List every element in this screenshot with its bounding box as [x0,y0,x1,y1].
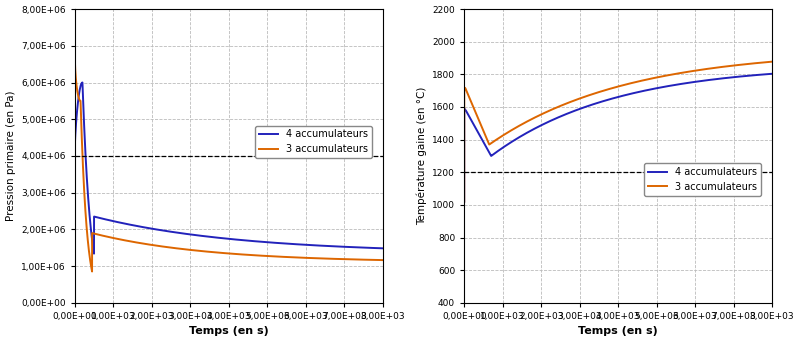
Y-axis label: Température gaine (en °C): Température gaine (en °C) [416,87,426,225]
Legend: 4 accumulateurs, 3 accumulateurs: 4 accumulateurs, 3 accumulateurs [254,126,372,158]
Y-axis label: Pression primaire (en Pa): Pression primaire (en Pa) [6,91,15,221]
X-axis label: Temps (en s): Temps (en s) [189,327,269,337]
X-axis label: Temps (en s): Temps (en s) [578,327,658,337]
Legend: 4 accumulateurs, 3 accumulateurs: 4 accumulateurs, 3 accumulateurs [644,163,761,196]
